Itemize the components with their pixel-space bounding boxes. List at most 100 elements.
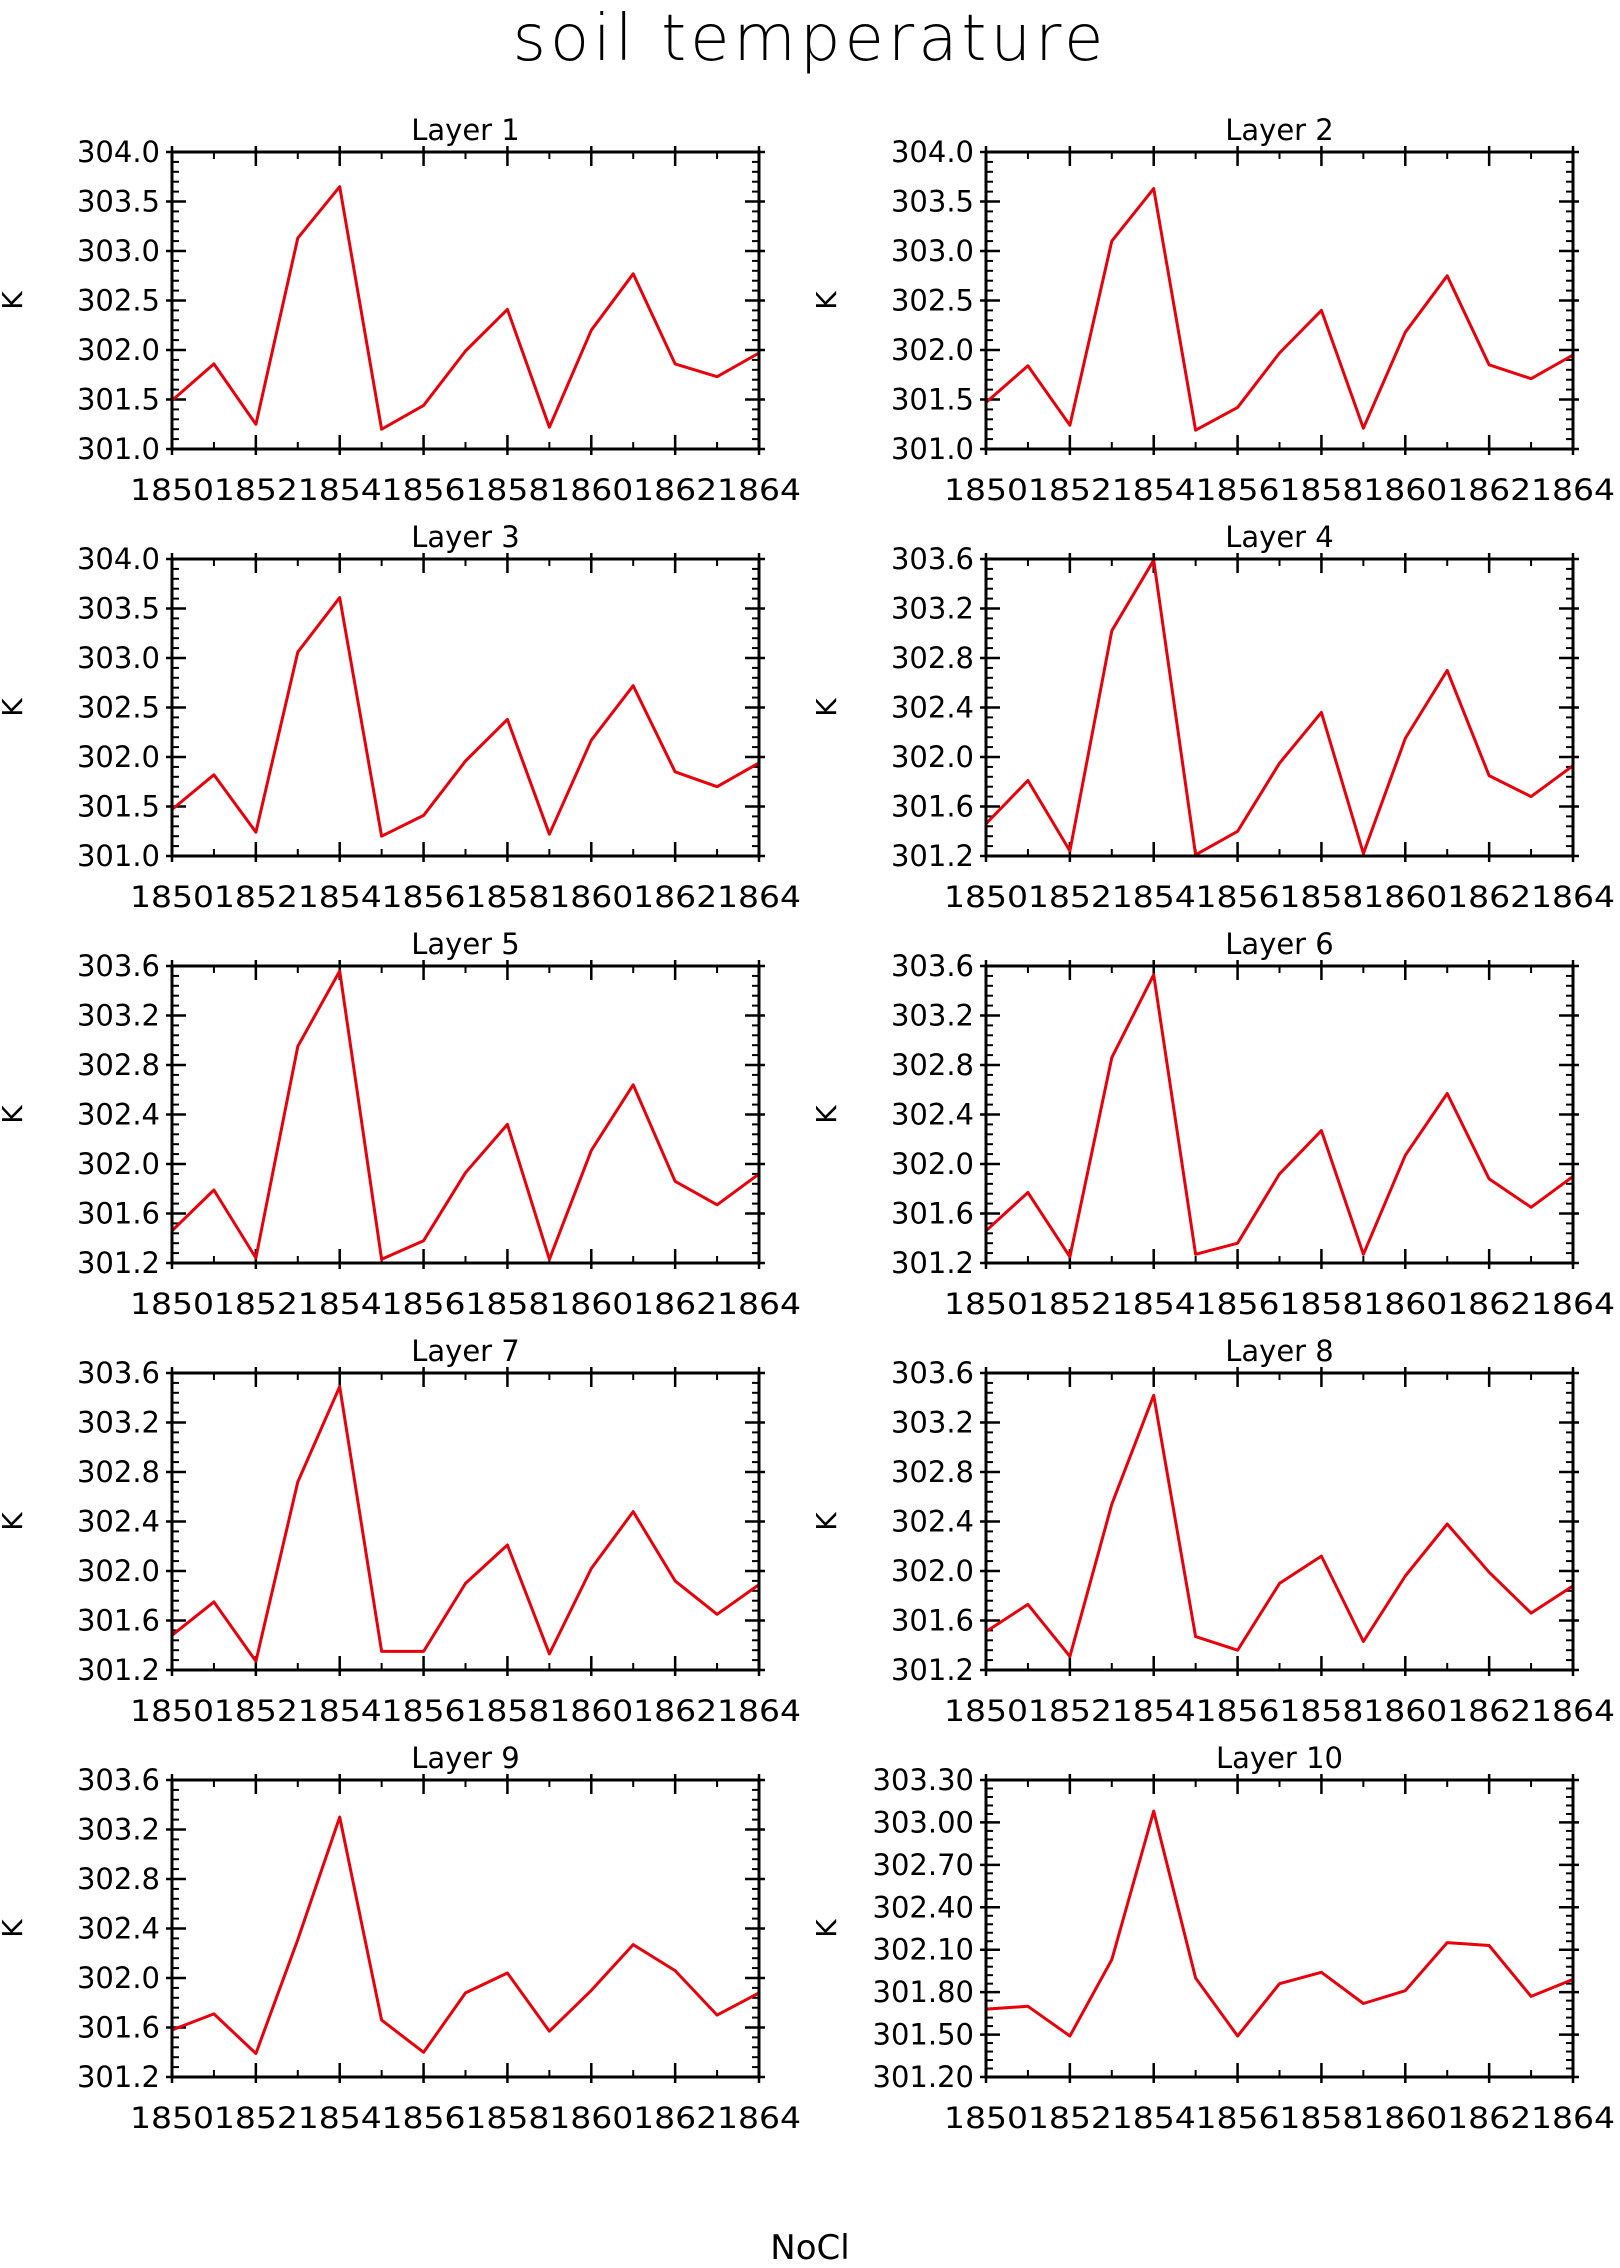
data-point: [506, 1123, 509, 1126]
data-point: [1068, 424, 1072, 427]
y-tick-label: 301.5: [891, 383, 974, 417]
y-tick-label: 302.8: [77, 1862, 160, 1896]
data-point: [1026, 2005, 1030, 2008]
data-point: [1487, 1177, 1491, 1181]
figure-title: soil temperature: [512, 2, 1108, 76]
data-point: [296, 650, 299, 654]
x-tick-label: 1860: [549, 1694, 633, 1728]
x-tick-label: 1858: [1279, 880, 1363, 914]
data-point: [338, 596, 341, 599]
x-tick-label: 1854: [1112, 880, 1196, 914]
data-point: [1362, 2002, 1365, 2005]
data-point: [380, 2018, 383, 2022]
data-point: [254, 1256, 258, 1260]
data-point: [1068, 849, 1072, 853]
y-tick-label: 302.0: [891, 1554, 974, 1588]
data-point: [338, 969, 341, 973]
data-point: [338, 1815, 341, 1819]
y-tick-label: 303.6: [77, 949, 160, 983]
y-tick-label: 302.8: [891, 1455, 974, 1489]
data-point: [296, 236, 299, 240]
plot-frame: [984, 1371, 1575, 1672]
data-point: [590, 1567, 593, 1570]
x-tick-label: 1864: [717, 880, 801, 914]
panel-title: Layer 5: [411, 927, 520, 961]
y-tick-label: 304.0: [891, 135, 974, 169]
y-tick-label: 303.6: [77, 1356, 160, 1390]
x-tick-label: 1856: [382, 473, 466, 507]
y-tick-label: 302.0: [77, 333, 160, 367]
y-tick-label: 302.0: [77, 1147, 160, 1181]
data-point: [1026, 364, 1030, 368]
x-tick-label: 1858: [1279, 1694, 1363, 1728]
x-tick-label: 1856: [1196, 880, 1280, 914]
plot-frame: [170, 557, 761, 858]
data-point: [548, 1258, 551, 1261]
footer-note: NoCl: [770, 2228, 850, 2268]
y-tick-label: 301.80: [873, 1975, 974, 2009]
chart-panel-layer-5: Layer 5 K 301.2 301.6 302.0 302.4 302.8 303.2 30…: [0, 927, 801, 1321]
x-tick-label: 1850: [130, 473, 214, 507]
x-tick-label: 1862: [1447, 2101, 1531, 2135]
data-point: [1152, 187, 1155, 190]
data-point: [506, 1971, 509, 1975]
data-point: [422, 814, 425, 817]
y-tick-label: 302.0: [891, 1147, 974, 1181]
x-tick-label: 1864: [717, 2101, 801, 2135]
data-point: [673, 362, 677, 366]
data-point: [506, 718, 509, 721]
y-tick-label: 301.6: [77, 1197, 160, 1231]
data-point: [1529, 1995, 1533, 1998]
x-tick-label: 1852: [1028, 2101, 1112, 2135]
data-point: [590, 1149, 593, 1152]
x-tick-label: 1860: [1363, 473, 1447, 507]
x-tick-label: 1864: [1531, 1287, 1615, 1321]
y-tick-label: 302.70: [873, 1848, 974, 1882]
data-point: [1446, 1941, 1449, 1944]
x-tick-label: 1856: [1196, 1287, 1280, 1321]
x-tick-label: 1852: [214, 1694, 298, 1728]
panel-title: Layer 9: [411, 1741, 520, 1775]
plot-frame: [984, 964, 1575, 1265]
series-line: [984, 973, 1574, 1259]
data-point: [1487, 1571, 1491, 1574]
series-line: [171, 596, 760, 838]
y-tick-label: 304.0: [77, 135, 160, 169]
data-point: [1362, 1253, 1365, 1256]
x-tick-label: 1854: [298, 1694, 382, 1728]
x-tick-label: 1860: [549, 2101, 633, 2135]
series-line: [171, 1385, 760, 1663]
x-tick-label: 1858: [1279, 473, 1363, 507]
y-axis-label: K: [0, 1512, 29, 1531]
x-tick-label: 1864: [717, 1287, 801, 1321]
y-tick-label: 302.0: [77, 740, 160, 774]
x-tick-label: 1864: [1531, 473, 1615, 507]
data-point: [1110, 629, 1113, 632]
data-point: [212, 2012, 216, 2016]
data-point: [1236, 406, 1239, 409]
y-tick-label: 301.5: [77, 790, 160, 824]
x-tick-label: 1860: [549, 1287, 633, 1321]
panel-title: Layer 10: [1216, 1741, 1343, 1775]
panel-title: Layer 6: [1225, 927, 1334, 961]
data-point: [380, 428, 383, 431]
x-tick-label: 1850: [944, 473, 1028, 507]
x-tick-label: 1852: [214, 473, 298, 507]
data-point: [1152, 1394, 1155, 1397]
data-point: [1278, 351, 1281, 355]
y-tick-label: 302.4: [77, 1505, 160, 1539]
y-tick-label: 302.4: [77, 1912, 160, 1946]
data-point: [1110, 239, 1113, 243]
data-point: [1194, 428, 1197, 432]
panel-title: Layer 1: [411, 113, 520, 147]
y-tick-label: 303.30: [873, 1763, 974, 1797]
y-tick-label: 301.2: [77, 1653, 160, 1687]
data-point: [548, 833, 551, 836]
y-tick-label: 301.6: [891, 1604, 974, 1638]
data-point: [296, 1045, 299, 1048]
data-point: [632, 684, 635, 687]
data-point: [715, 1613, 719, 1616]
data-point: [590, 1989, 593, 1992]
data-point: [1278, 1172, 1281, 1176]
x-tick-label: 1862: [1447, 1694, 1531, 1728]
